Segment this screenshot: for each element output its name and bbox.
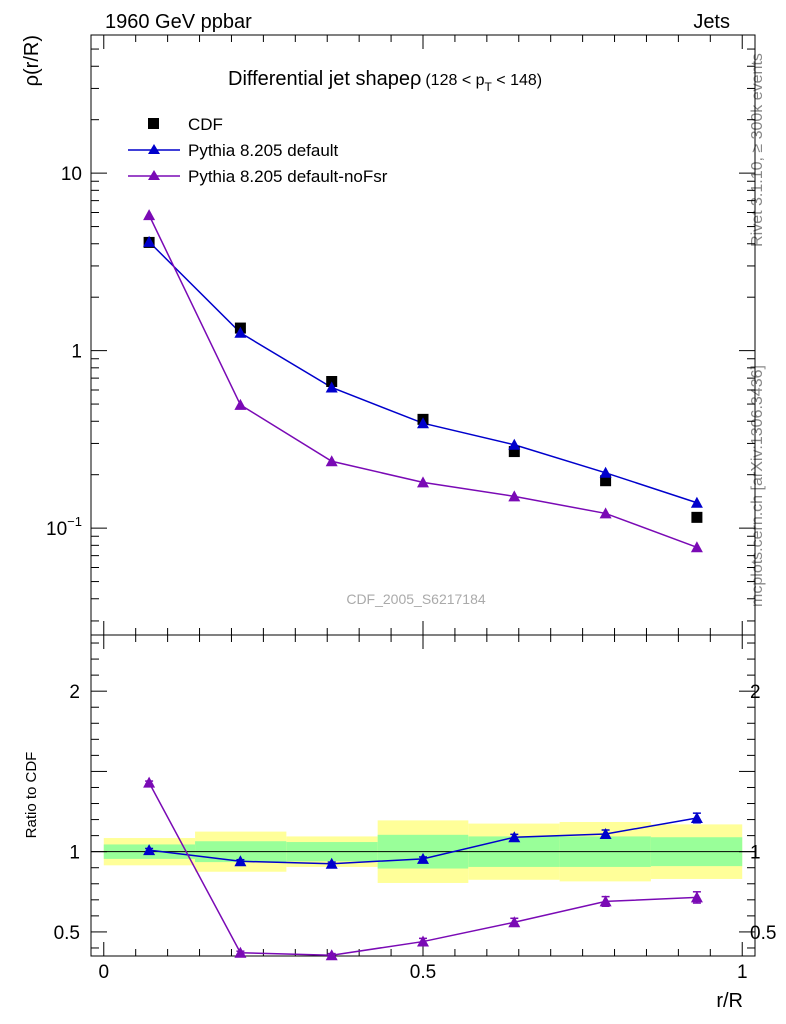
y-tick-label: 10 — [61, 164, 82, 185]
default-ratio-marker — [508, 831, 521, 843]
ratio-y-tick-label-left: 2 — [69, 682, 80, 703]
ratio-y-tick-label-right: 1 — [750, 843, 761, 864]
legend-marker-default — [148, 144, 160, 154]
nofsr-marker — [690, 541, 703, 553]
plot-title-main: Differential jet shapeρ — [228, 68, 421, 90]
legend-label-nofsr: Pythia 8.205 default-noFsr — [188, 167, 388, 186]
legend-marker-nofsr — [148, 170, 160, 180]
legend-label-cdf: CDF — [188, 115, 223, 134]
analysis-watermark: CDF_2005_S6217184 — [346, 591, 486, 607]
plot-title-cut: (128 < p — [425, 72, 484, 89]
nofsr-ratio-marker — [143, 776, 156, 788]
default-line — [148, 241, 698, 504]
nofsr-ratio-marker — [508, 916, 521, 928]
legend: CDF Pythia 8.205 default Pythia 8.205 de… — [128, 115, 388, 186]
ratio-y-tick-label-left: 0.5 — [54, 923, 80, 944]
default-marker — [234, 326, 247, 338]
x-tick-label: 0 — [98, 962, 109, 983]
legend-label-default: Pythia 8.205 default — [188, 141, 339, 160]
nofsr-ratio-marker — [325, 949, 338, 961]
default-marker — [417, 417, 429, 429]
nofsr-marker — [325, 455, 338, 467]
nofsr-ratio-marker — [690, 891, 703, 903]
default-ratio-marker — [599, 828, 612, 840]
mcplots-label: mcplots.cern.ch [arXiv:1306.3436] — [749, 365, 766, 607]
nofsr-ratio-marker — [234, 946, 247, 958]
default-ratio-marker — [143, 844, 156, 856]
legend-marker-cdf — [148, 118, 159, 129]
default-marker — [599, 466, 612, 478]
x-tick-label: 1 — [737, 962, 748, 983]
default-ratio-marker — [417, 852, 429, 864]
default-marker — [143, 235, 156, 247]
ratio-plot-frame — [90, 634, 756, 957]
cdf-data-point — [600, 475, 612, 487]
ratio-y-tick-label-right: 0.5 — [750, 923, 776, 944]
nofsr-marker — [508, 490, 521, 502]
x-axis-label: r/R — [716, 990, 743, 1012]
y-axis-label-ratio: Ratio to CDF — [23, 752, 40, 839]
default-marker — [325, 381, 338, 393]
header-energy-label: 1960 GeV ppbar — [105, 11, 252, 33]
x-tick-label: 0.5 — [410, 962, 436, 983]
plot-title-cut-sub: T — [485, 80, 493, 94]
rivet-version-label: Rivet 3.1.10, ≥ 300k events — [749, 53, 766, 247]
y-axis-label-top: ρ(r/R) — [21, 35, 43, 86]
y-tick-label: 10−1 — [46, 514, 82, 540]
cdf-data-point — [691, 511, 703, 523]
y-tick-label: 1 — [71, 342, 82, 363]
ratio-y-tick-label-right: 2 — [750, 682, 761, 703]
default-marker — [690, 496, 703, 508]
cdf-data-point — [508, 446, 520, 458]
ratio-y-tick-label-left: 1 — [69, 843, 80, 864]
default-ratio-marker — [325, 857, 338, 869]
plot-title-cut-end: < 148) — [492, 72, 542, 89]
nofsr-marker — [143, 209, 156, 221]
series-markers — [143, 209, 703, 961]
nofsr-ratio-marker — [417, 935, 429, 947]
nofsr-ratio-marker — [599, 895, 612, 907]
nofsr-line — [148, 214, 698, 548]
nofsr-marker — [417, 476, 429, 488]
default-marker — [508, 438, 521, 450]
plot-title: Differential jet shapeρ (128 < pT < 148) — [228, 68, 542, 94]
header-process-label: Jets — [693, 11, 730, 33]
nofsr-marker — [599, 507, 612, 519]
ratio-uncertainty-bands — [91, 820, 755, 883]
default-ratio-marker — [690, 811, 703, 823]
default-ratio-marker — [234, 855, 247, 867]
nofsr-marker — [234, 398, 247, 410]
